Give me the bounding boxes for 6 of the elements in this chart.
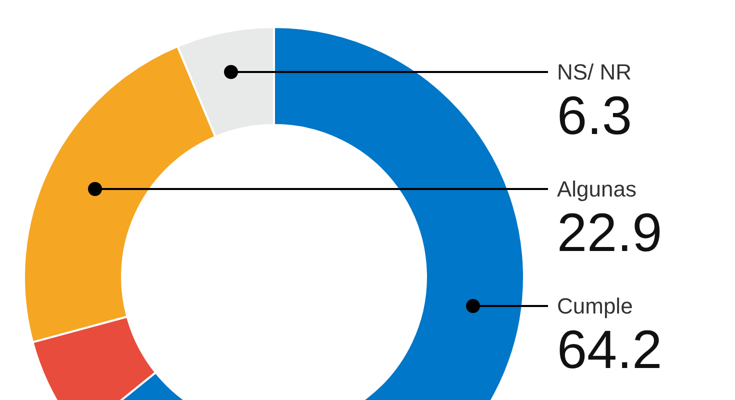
slice-label: Cumple [557, 294, 633, 318]
data-label: 64.2 [557, 320, 662, 380]
data-label: 22.9 [557, 203, 662, 263]
slice-label: NS/ NR [557, 60, 632, 84]
slice-label: Algunas [557, 176, 637, 202]
data-label: 6.3 [557, 86, 632, 146]
